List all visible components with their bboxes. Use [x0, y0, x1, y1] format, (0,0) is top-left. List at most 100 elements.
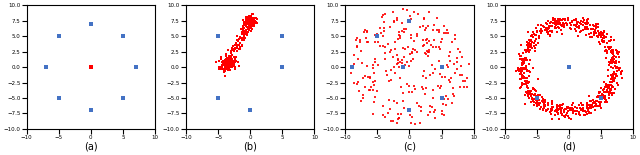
Point	[220, 70, 230, 72]
Point	[609, 61, 620, 64]
Point	[248, 19, 259, 21]
Point	[346, 66, 356, 68]
Point	[580, 28, 591, 30]
Point	[359, 30, 369, 33]
Point	[242, 21, 252, 24]
Point	[555, 104, 565, 107]
Point	[557, 19, 568, 21]
Point	[450, 37, 460, 40]
Point	[541, 22, 551, 24]
Point	[532, 99, 542, 101]
Point	[545, 110, 555, 113]
Point	[244, 24, 254, 26]
Point	[524, 39, 534, 41]
Point	[582, 23, 592, 25]
Point	[547, 25, 557, 28]
Point	[247, 24, 257, 26]
Point	[456, 64, 466, 67]
Point	[436, 76, 447, 79]
Point	[438, 25, 449, 28]
Point	[412, 35, 422, 38]
Point	[604, 40, 614, 43]
Point	[586, 107, 596, 109]
Point	[443, 65, 453, 68]
Point	[392, 18, 403, 21]
Point	[532, 97, 542, 99]
Point	[407, 50, 417, 53]
Point	[221, 59, 232, 61]
Point	[245, 21, 255, 23]
Point	[419, 18, 429, 21]
Point	[242, 19, 252, 21]
Point	[525, 59, 535, 61]
Point	[556, 112, 566, 114]
Point	[221, 60, 231, 62]
Point	[218, 60, 228, 62]
Point	[538, 106, 548, 109]
Point	[518, 61, 529, 63]
Point	[392, 102, 402, 104]
Point	[531, 44, 541, 47]
Point	[422, 38, 432, 41]
Point	[607, 51, 617, 54]
Point	[574, 111, 584, 113]
Point	[605, 81, 615, 83]
Point	[572, 23, 582, 26]
Point	[583, 110, 593, 112]
Point	[393, 117, 403, 120]
Point	[552, 104, 562, 107]
Point	[250, 17, 260, 19]
Point	[221, 57, 232, 60]
Point	[598, 40, 609, 43]
Point	[582, 18, 592, 21]
Point	[225, 65, 236, 68]
Point	[542, 109, 552, 111]
Point	[608, 56, 618, 59]
Point	[540, 101, 550, 104]
Point	[380, 27, 390, 29]
Point	[533, 96, 543, 99]
Point	[216, 67, 226, 69]
Point	[559, 109, 569, 111]
Point	[365, 77, 375, 79]
Point	[575, 101, 586, 104]
Point	[599, 39, 609, 42]
Point	[244, 18, 255, 21]
Point	[375, 45, 385, 47]
Point	[244, 18, 255, 20]
Point	[222, 66, 232, 69]
Point	[241, 16, 252, 19]
Point	[557, 103, 568, 105]
Point	[596, 86, 607, 89]
Point	[232, 45, 242, 48]
Point	[562, 23, 572, 25]
Point	[547, 106, 557, 108]
Point	[607, 85, 618, 88]
Point	[548, 17, 558, 19]
Point	[421, 77, 431, 80]
Point	[601, 83, 611, 85]
Point	[524, 97, 534, 100]
Point	[246, 21, 257, 23]
Point	[604, 91, 614, 94]
Point	[458, 80, 468, 82]
Point	[220, 53, 230, 55]
Point	[594, 34, 604, 36]
Point	[531, 100, 541, 102]
Point	[556, 108, 566, 110]
Point	[227, 58, 237, 60]
Point	[520, 82, 531, 84]
Point	[614, 67, 624, 70]
Point	[528, 100, 538, 102]
Point	[230, 55, 241, 58]
Point	[598, 95, 608, 98]
Point	[605, 59, 616, 61]
Point	[377, 16, 387, 19]
Point	[550, 18, 560, 20]
Point	[413, 104, 424, 107]
Point	[609, 71, 620, 74]
Point	[398, 8, 408, 10]
Point	[244, 22, 254, 25]
Point	[239, 33, 249, 36]
Point	[240, 24, 250, 26]
